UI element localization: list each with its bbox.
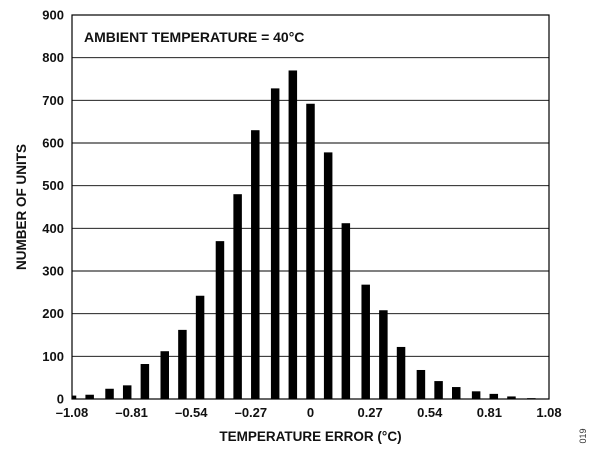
bar xyxy=(215,241,225,399)
x-tick-label: 0 xyxy=(307,405,314,420)
bar xyxy=(489,393,499,399)
bars xyxy=(72,70,536,400)
y-tick-label: 900 xyxy=(42,8,64,23)
y-tick-label: 400 xyxy=(42,221,64,236)
x-tick-label: 0.54 xyxy=(417,405,443,420)
bar xyxy=(452,387,461,399)
y-tick-label: 200 xyxy=(42,306,64,321)
y-tick-label: 100 xyxy=(42,349,64,364)
bar xyxy=(341,223,351,399)
x-tick-label: –1.08 xyxy=(56,405,89,420)
x-tick-labels: –1.08 –0.81 –0.54 –0.27 0 0.27 0.54 0.81 1.08 xyxy=(56,405,562,420)
annotation-text: AMBIENT TEMPERATURE = 40°C xyxy=(84,29,304,45)
plot-frame xyxy=(71,14,550,400)
y-tick-label: 600 xyxy=(42,136,64,151)
bar xyxy=(396,346,406,399)
bar xyxy=(416,369,426,399)
bar xyxy=(160,351,169,399)
y-tick-label: 800 xyxy=(42,50,64,65)
y-tick-label: 300 xyxy=(42,264,64,279)
y-tick-label: 700 xyxy=(42,93,64,108)
bar xyxy=(251,130,260,399)
bar xyxy=(434,381,443,399)
bar xyxy=(306,103,315,399)
x-tick-label: –0.54 xyxy=(175,405,208,420)
bar xyxy=(122,385,132,399)
y-tick-labels: 0 100 200 300 400 500 600 700 800 900 xyxy=(42,8,64,407)
y-axis-title: NUMBER OF UNITS xyxy=(14,144,29,270)
x-axis-title: TEMPERATURE ERROR (°C) xyxy=(219,429,401,444)
bar xyxy=(72,395,77,399)
x-tick-label: –0.81 xyxy=(115,405,148,420)
bar xyxy=(471,391,481,399)
bar xyxy=(85,394,94,399)
x-tick-label: 0.81 xyxy=(477,405,502,420)
annotation-background xyxy=(80,26,309,48)
bar xyxy=(178,329,187,399)
x-tick-label: 0.27 xyxy=(357,405,382,420)
y-tick-label: 500 xyxy=(42,178,64,193)
x-tick-label: –0.27 xyxy=(235,405,268,420)
bar xyxy=(361,284,370,399)
figure-id: 019 xyxy=(578,428,588,443)
bar xyxy=(288,70,298,399)
bar xyxy=(379,310,388,399)
bar xyxy=(195,295,205,399)
x-tick-label: 1.08 xyxy=(536,405,561,420)
bar xyxy=(233,194,242,399)
y-tick-label: 0 xyxy=(57,392,64,407)
bar xyxy=(323,152,333,399)
bar xyxy=(507,396,516,399)
bar xyxy=(105,388,114,399)
bar xyxy=(140,364,150,399)
bar xyxy=(270,88,280,400)
